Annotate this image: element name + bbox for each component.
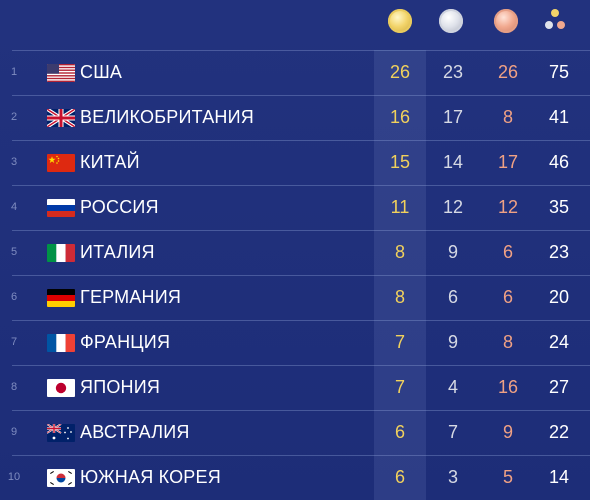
rank: 2 <box>10 111 18 123</box>
gold-medal-icon[interactable] <box>388 9 412 33</box>
silver-count: 4 <box>447 377 458 397</box>
gold-count: 6 <box>394 422 405 442</box>
country-name: ГЕРМАНИЯ <box>80 287 182 307</box>
south-korea-flag-icon <box>47 469 75 487</box>
rank: 10 <box>7 471 21 483</box>
country-name: АВСТРАЛИЯ <box>80 422 190 442</box>
rank: 4 <box>10 201 18 213</box>
china-flag-icon <box>47 154 75 172</box>
bronze-count: 6 <box>502 287 513 307</box>
total-count: 35 <box>548 197 570 217</box>
silver-count: 14 <box>442 152 464 172</box>
rank: 9 <box>10 426 18 438</box>
table-row[interactable]: 3 КИТАЙ 15 14 17 46 <box>0 140 590 185</box>
rank: 8 <box>10 381 18 393</box>
gold-count: 16 <box>389 107 411 127</box>
gold-count: 11 <box>390 197 410 217</box>
silver-count: 9 <box>447 242 458 262</box>
gold-count: 7 <box>394 332 405 352</box>
gold-count: 26 <box>389 62 411 82</box>
rank: 1 <box>10 66 18 78</box>
table-row[interactable]: 2 ВЕЛИКОБРИТАНИЯ 16 17 8 41 <box>0 95 590 140</box>
silver-count: 12 <box>442 197 464 217</box>
gold-count: 7 <box>394 377 405 397</box>
table-row[interactable]: 9 АВСТРАЛИЯ 6 7 9 22 <box>0 410 590 455</box>
total-count: 75 <box>548 62 570 82</box>
total-medals-icon[interactable] <box>543 9 567 33</box>
total-count: 20 <box>548 287 570 307</box>
bronze-count: 9 <box>502 422 513 442</box>
gold-count: 8 <box>394 287 405 307</box>
bronze-count: 8 <box>502 107 513 127</box>
silver-count: 6 <box>447 287 458 307</box>
silver-medal-icon[interactable] <box>439 9 463 33</box>
bronze-count: 6 <box>502 242 513 262</box>
bronze-count: 12 <box>497 197 519 217</box>
total-count: 23 <box>548 242 570 262</box>
silver-count: 3 <box>447 467 458 487</box>
table-row[interactable]: 10 ЮЖНАЯ КОРЕЯ 6 3 5 14 <box>0 455 590 500</box>
country-name: ИТАЛИЯ <box>80 242 155 262</box>
germany-flag-icon <box>47 289 75 307</box>
usa-flag-icon <box>47 64 75 82</box>
silver-count: 23 <box>442 62 464 82</box>
country-name: ЯПОНИЯ <box>80 377 161 397</box>
australia-flag-icon <box>47 424 75 442</box>
rank: 7 <box>10 336 18 348</box>
gold-column-highlight <box>374 50 426 500</box>
table-row[interactable]: 8 ЯПОНИЯ 7 4 16 27 <box>0 365 590 410</box>
gold-count: 6 <box>394 467 405 487</box>
country-name: ФРАНЦИЯ <box>80 332 171 352</box>
russia-flag-icon <box>47 199 75 217</box>
silver-count: 7 <box>447 422 458 442</box>
total-count: 27 <box>548 377 570 397</box>
total-count: 14 <box>548 467 570 487</box>
silver-count: 9 <box>447 332 458 352</box>
rank: 6 <box>10 291 18 303</box>
bronze-count: 8 <box>502 332 513 352</box>
country-name: ЮЖНАЯ КОРЕЯ <box>80 467 221 487</box>
bronze-count: 17 <box>497 152 519 172</box>
total-count: 22 <box>548 422 570 442</box>
table-row[interactable]: 6 ГЕРМАНИЯ 8 6 6 20 <box>0 275 590 320</box>
italy-flag-icon <box>47 244 75 262</box>
table-row[interactable]: 7 ФРАНЦИЯ 7 9 8 24 <box>0 320 590 365</box>
medal-table-header <box>0 0 590 50</box>
total-count: 46 <box>548 152 570 172</box>
country-name: РОССИЯ <box>80 197 159 217</box>
table-row[interactable]: 5 ИТАЛИЯ 8 9 6 23 <box>0 230 590 275</box>
rank: 3 <box>10 156 18 168</box>
bronze-count: 16 <box>497 377 519 397</box>
country-name: КИТАЙ <box>80 152 140 172</box>
silver-count: 17 <box>442 107 464 127</box>
country-name: США <box>80 62 123 82</box>
total-count: 24 <box>548 332 570 352</box>
total-count: 41 <box>548 107 570 127</box>
table-row[interactable]: 4 РОССИЯ 11 12 12 35 <box>0 185 590 230</box>
gold-count: 8 <box>394 242 405 262</box>
gold-count: 15 <box>389 152 411 172</box>
rank: 5 <box>10 246 18 258</box>
bronze-medal-icon[interactable] <box>494 9 518 33</box>
country-name: ВЕЛИКОБРИТАНИЯ <box>80 107 254 127</box>
table-row[interactable]: 1 США 26 23 26 75 <box>0 50 590 95</box>
bronze-count: 5 <box>502 467 513 487</box>
france-flag-icon <box>47 334 75 352</box>
uk-flag-icon <box>47 109 75 127</box>
bronze-count: 26 <box>497 62 519 82</box>
japan-flag-icon <box>47 379 75 397</box>
